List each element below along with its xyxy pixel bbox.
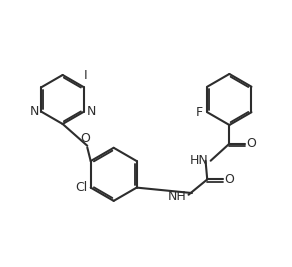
Text: O: O <box>224 173 234 186</box>
Text: Cl: Cl <box>75 181 87 194</box>
Text: I: I <box>84 69 87 82</box>
Text: O: O <box>246 137 256 150</box>
Text: HN: HN <box>190 154 209 167</box>
Text: O: O <box>81 132 91 145</box>
Text: F: F <box>196 106 203 119</box>
Text: N: N <box>29 105 39 118</box>
Text: N: N <box>86 105 96 118</box>
Text: NH: NH <box>168 190 187 203</box>
